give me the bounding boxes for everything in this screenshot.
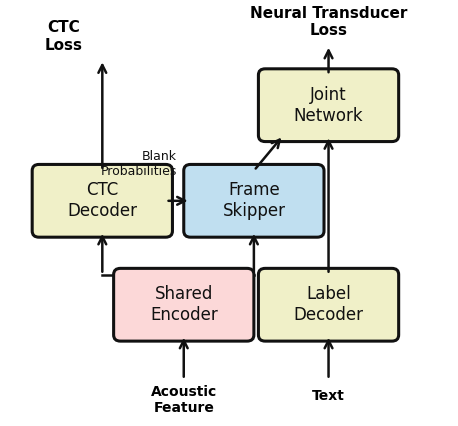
Text: Acoustic
Feature: Acoustic Feature <box>151 385 217 415</box>
Text: Blank
Probabilities: Blank Probabilities <box>101 150 177 178</box>
FancyBboxPatch shape <box>32 164 173 237</box>
Text: CTC
Loss: CTC Loss <box>45 20 83 53</box>
FancyBboxPatch shape <box>184 164 324 237</box>
Text: Label
Decoder: Label Decoder <box>294 285 364 324</box>
FancyBboxPatch shape <box>114 268 254 341</box>
Text: Text: Text <box>312 389 345 403</box>
Text: Neural Transducer
Loss: Neural Transducer Loss <box>250 6 407 38</box>
Text: Shared
Encoder: Shared Encoder <box>150 285 218 324</box>
Text: Joint
Network: Joint Network <box>294 86 363 124</box>
Text: CTC
Decoder: CTC Decoder <box>67 181 137 220</box>
FancyBboxPatch shape <box>258 268 398 341</box>
Text: Frame
Skipper: Frame Skipper <box>223 181 285 220</box>
FancyBboxPatch shape <box>258 69 398 141</box>
